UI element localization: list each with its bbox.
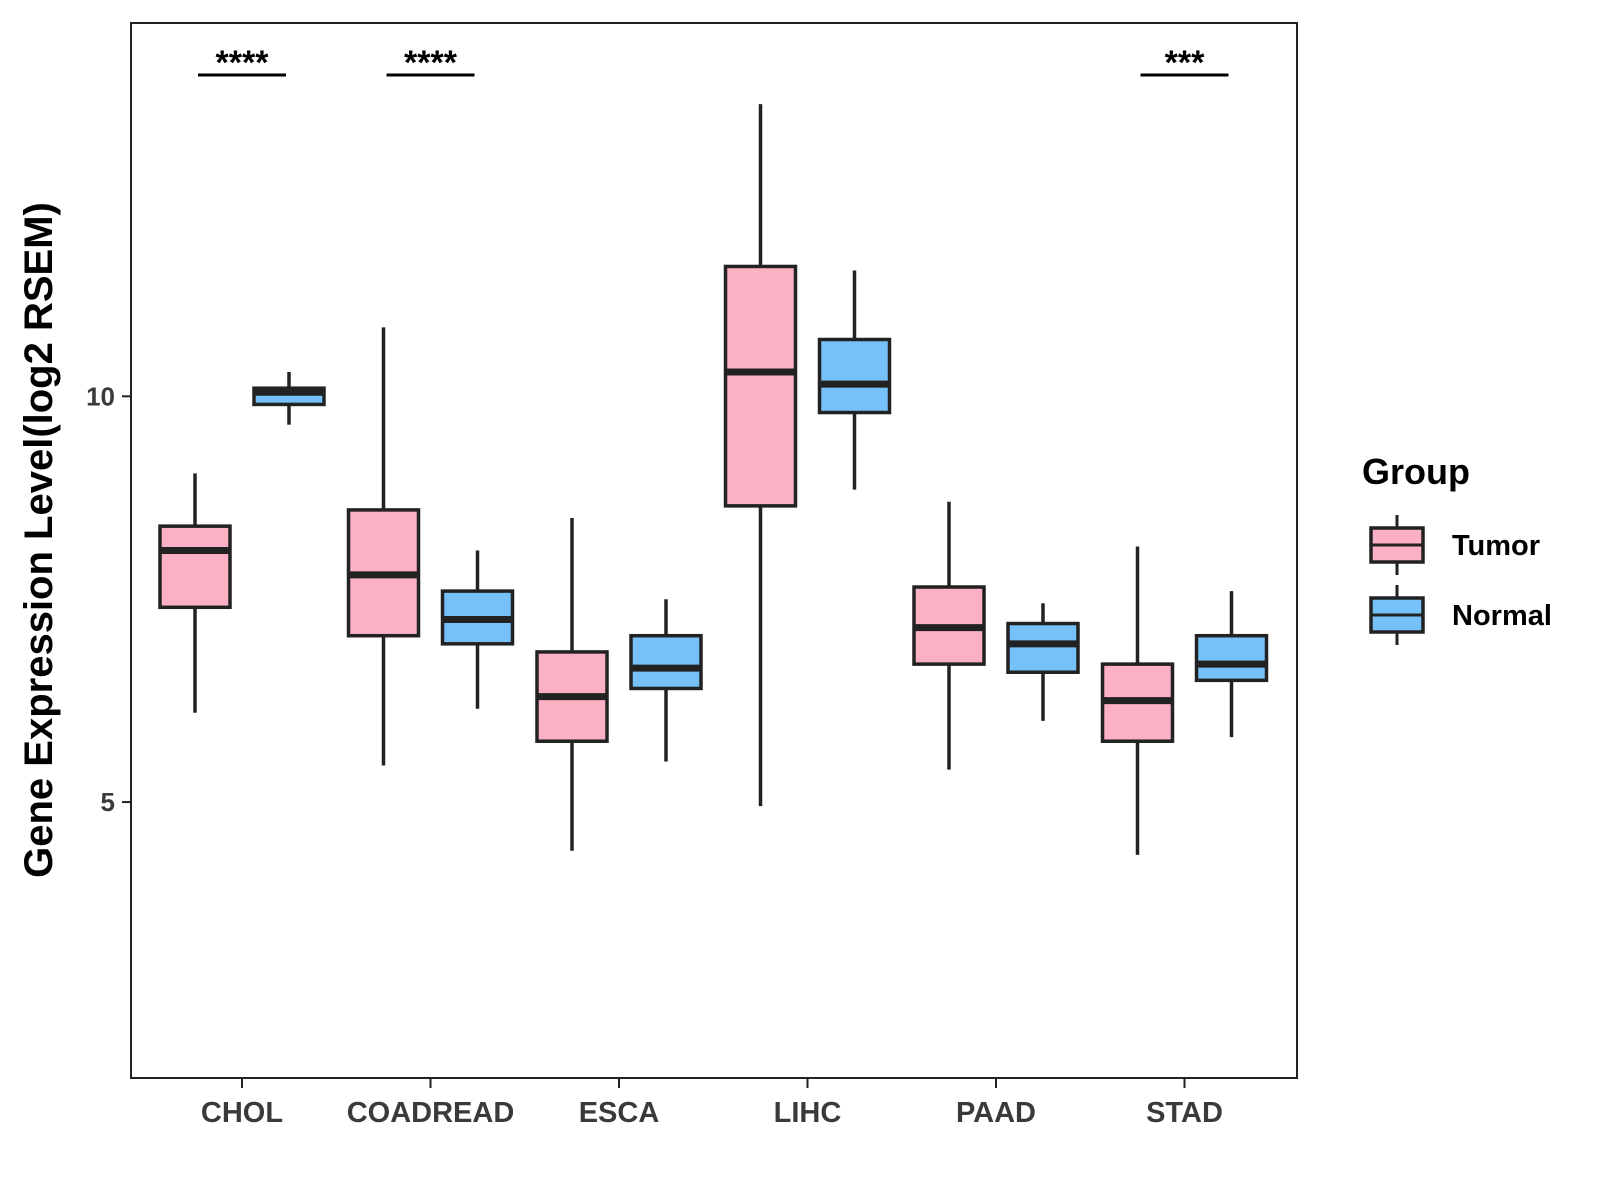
box-normal xyxy=(817,337,892,415)
box-normal xyxy=(1006,621,1080,674)
box-group xyxy=(817,270,892,490)
box-group xyxy=(1006,603,1080,721)
box-tumor xyxy=(723,264,798,508)
x-tick-label: COADREAD xyxy=(347,1097,515,1129)
box-group xyxy=(629,599,703,762)
significance-annotations: **** **** *** xyxy=(198,44,1229,82)
legend-key-tumor xyxy=(1369,515,1425,575)
x-tick-label: PAAD xyxy=(956,1097,1036,1129)
box-group xyxy=(1100,546,1175,855)
legend-title: Group xyxy=(1362,451,1470,492)
box-tumor xyxy=(158,524,232,610)
box-group xyxy=(723,104,798,807)
box-group xyxy=(912,501,986,770)
plot-area xyxy=(158,104,1269,855)
legend-label-normal: Normal xyxy=(1452,600,1552,632)
y-tick-label: 10 xyxy=(86,381,115,411)
x-tick-label: STAD xyxy=(1146,1097,1223,1129)
x-tick-label: LIHC xyxy=(774,1097,842,1129)
axes: 5 10 CHOL COADREAD ESCA LIHC PAAD STAD xyxy=(86,22,1298,1129)
x-tick-label: CHOL xyxy=(201,1097,283,1129)
box-group xyxy=(252,371,326,425)
box-group xyxy=(346,327,421,766)
box-group xyxy=(1194,591,1269,738)
box-group xyxy=(535,518,609,851)
box-group xyxy=(440,550,515,709)
legend-key-normal xyxy=(1369,585,1425,645)
significance-label: **** xyxy=(216,44,270,82)
y-tick-label: 5 xyxy=(101,787,115,817)
box-normal xyxy=(1194,633,1269,683)
box-group xyxy=(158,473,232,713)
legend-label-tumor: Tumor xyxy=(1452,530,1540,562)
box-normal xyxy=(629,633,703,691)
panel-border xyxy=(130,22,1298,1079)
x-tick-label: ESCA xyxy=(579,1097,660,1129)
y-axis-title: Gene Expression Level(log2 RSEM) xyxy=(17,202,61,878)
significance-label: *** xyxy=(1165,44,1205,82)
significance-label: **** xyxy=(404,44,458,82)
legend: Group Tumor Normal xyxy=(1362,451,1552,645)
